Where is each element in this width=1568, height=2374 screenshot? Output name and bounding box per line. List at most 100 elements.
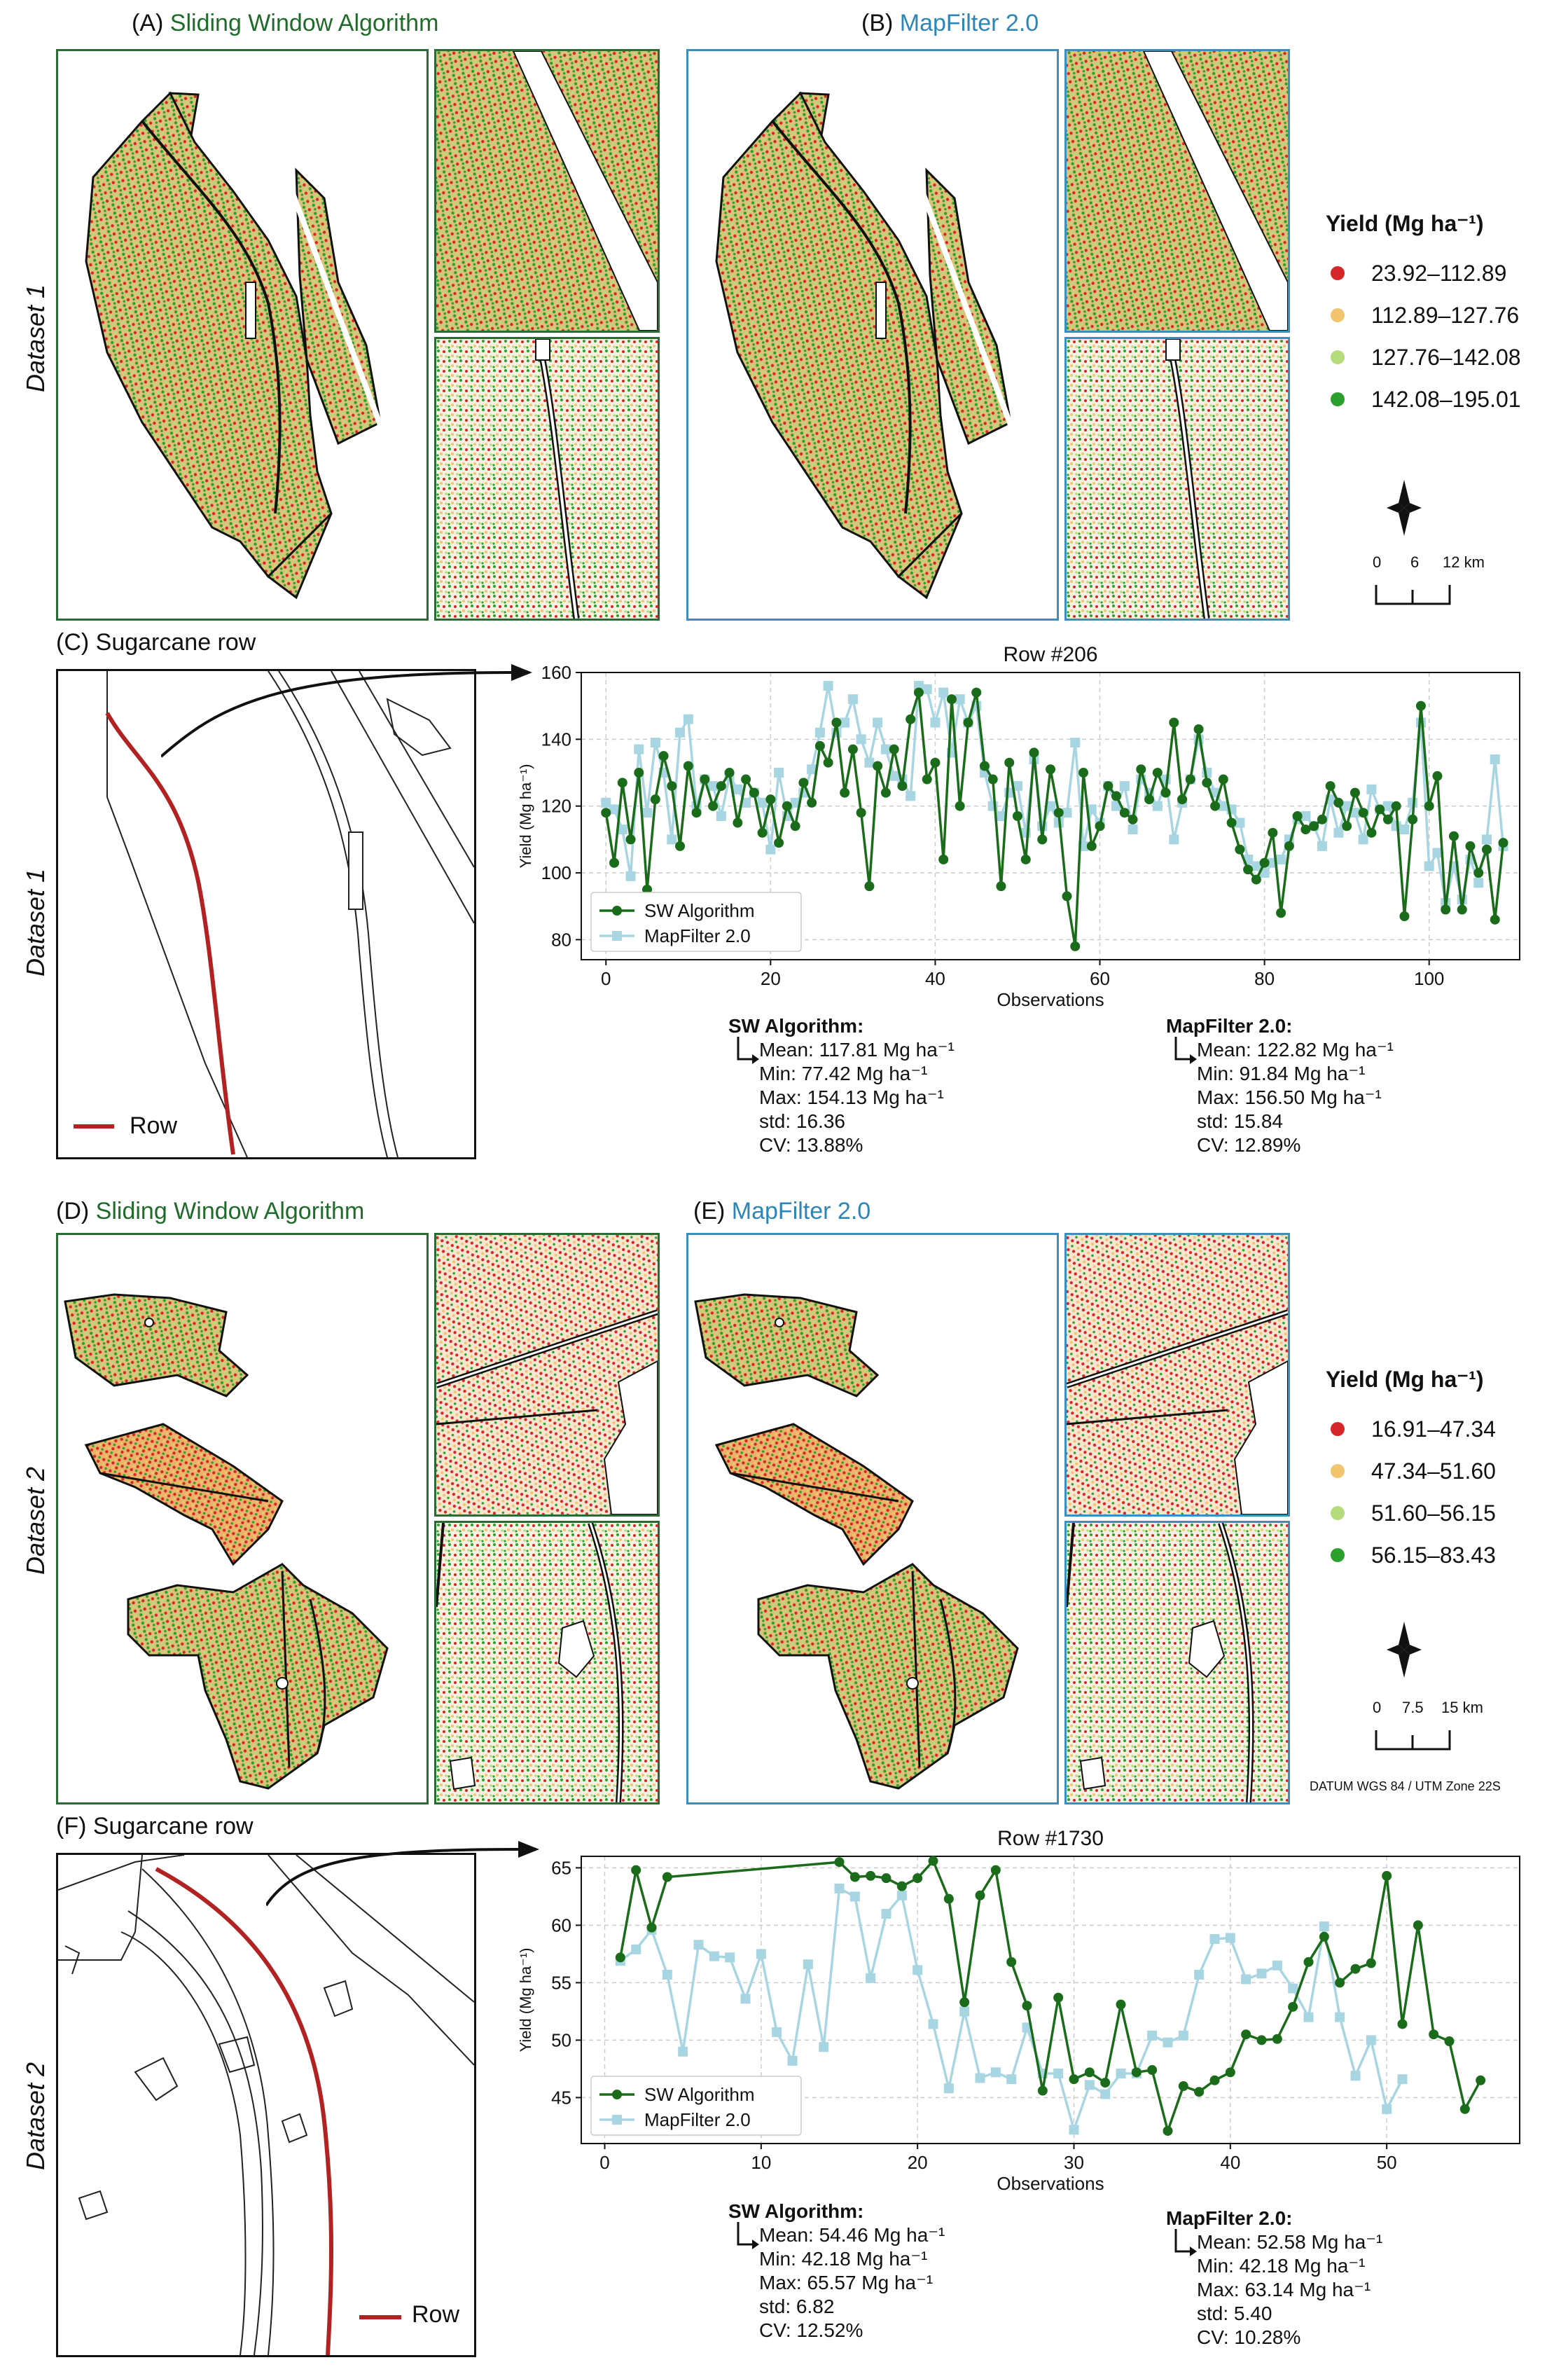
data-point-sw	[749, 787, 759, 798]
data-point-sw	[631, 1865, 641, 1875]
data-point-mapfilter	[634, 744, 644, 754]
panel-c-row-drawing	[74, 670, 475, 1158]
panel-c-connector-arrow	[161, 664, 532, 758]
data-point-sw	[1078, 768, 1089, 778]
data-point-mapfilter	[1100, 2089, 1111, 2099]
data-point-sw	[1163, 2125, 1173, 2136]
dataset2-side-label-bottom: Dataset 2	[21, 2062, 50, 2171]
data-point-sw	[601, 808, 611, 818]
panel-e-field-map	[694, 1293, 1019, 1790]
data-point-sw	[1300, 824, 1311, 835]
data-point-sw	[646, 1922, 657, 1933]
data-point-sw	[943, 1893, 954, 1904]
data-point-sw	[1366, 1958, 1376, 1968]
north-arrow-icon-2	[1387, 1622, 1422, 1678]
data-point-sw	[1309, 821, 1319, 831]
data-point-sw	[700, 774, 710, 785]
panel-f-row-map	[56, 1853, 476, 2357]
panel-b-title: (B) MapFilter 2.0	[861, 10, 1039, 37]
data-point-sw	[1193, 724, 1204, 735]
x-tick-label: 10	[751, 2152, 771, 2173]
data-point-sw	[807, 797, 817, 808]
legend1-dot-4	[1331, 392, 1345, 406]
data-point-mapfilter	[678, 2046, 688, 2057]
x-tick-label: 40	[1220, 2152, 1240, 2173]
data-point-sw	[1144, 794, 1155, 805]
stats2-sw-min: Min: 42.18 Mg ha⁻¹	[759, 2248, 928, 2270]
y-tick-label: 160	[541, 662, 571, 683]
data-point-sw	[959, 1997, 970, 2008]
legend-marker	[612, 931, 622, 941]
data-point-mapfilter	[880, 744, 891, 754]
data-point-sw	[1178, 2081, 1188, 2091]
data-point-sw	[1272, 2034, 1282, 2044]
data-point-sw	[1288, 2001, 1298, 2012]
legend2-dot-1	[1331, 1422, 1345, 1436]
legend-label: MapFilter 2.0	[644, 925, 751, 946]
chart-title: Row #1730	[997, 1827, 1104, 1850]
dataset1-side-label-top: Dataset 1	[21, 284, 50, 393]
series-line-sw	[604, 692, 1505, 947]
x-tick-label: 20	[908, 2152, 928, 2173]
data-point-mapfilter	[765, 844, 776, 855]
stats1-sw-cv: CV: 13.88%	[759, 1134, 863, 1156]
data-point-sw	[930, 757, 941, 768]
dataset2-side-label-top: Dataset 2	[21, 1466, 50, 1575]
legend2-title: Yield (Mg ha⁻¹)	[1326, 1367, 1484, 1392]
data-point-sw	[1490, 914, 1500, 925]
data-point-sw	[1303, 1957, 1314, 1967]
data-point-mapfilter	[642, 808, 653, 818]
panel-b-zoom-top-map	[1067, 50, 1289, 331]
data-point-mapfilter	[1350, 2071, 1361, 2081]
data-point-sw	[990, 1865, 1001, 1875]
panel-d-zoom-bottom-map	[435, 1521, 658, 1803]
data-point-mapfilter	[741, 797, 751, 808]
legend2-dot-4	[1331, 1548, 1345, 1562]
data-point-mapfilter	[1163, 2037, 1173, 2048]
data-point-sw	[1100, 2078, 1111, 2088]
data-point-sw	[1084, 2067, 1095, 2078]
data-point-mapfilter	[1251, 861, 1261, 871]
legend2-dot-3	[1331, 1506, 1345, 1520]
panel-d-title: (D) Sliding Window Algorithm	[56, 1198, 364, 1225]
data-point-sw	[1317, 814, 1327, 824]
data-point-mapfilter	[1235, 817, 1245, 828]
panel-f-title: (F) Sugarcane row	[56, 1813, 254, 1840]
data-point-mapfilter	[990, 2067, 1001, 2078]
y-tick-label: 65	[551, 1857, 571, 1878]
legend-label: SW Algorithm	[644, 900, 755, 921]
x-tick-label: 0	[599, 2152, 609, 2173]
data-point-sw	[1226, 817, 1237, 828]
data-point-sw	[1498, 838, 1508, 848]
data-point-mapfilter	[1342, 801, 1352, 811]
data-point-mapfilter	[1194, 1969, 1205, 1980]
stats1-sw-title: SW Algorithm:	[728, 1015, 864, 1037]
data-point-sw	[922, 774, 932, 785]
y-tick-label: 140	[541, 729, 571, 750]
legend1-item-2: 112.89–127.76	[1371, 303, 1520, 328]
data-point-sw	[765, 794, 776, 805]
data-point-sw	[650, 794, 660, 805]
data-point-sw	[1241, 2029, 1251, 2040]
data-point-mapfilter	[1303, 2012, 1314, 2022]
data-point-sw	[1399, 911, 1410, 922]
legend1-dot-1	[1331, 266, 1345, 280]
x-tick-label: 60	[1090, 968, 1110, 989]
data-point-mapfilter	[631, 1944, 641, 1954]
data-point-sw	[1022, 2001, 1032, 2011]
data-point-sw	[1342, 821, 1352, 831]
legend-label: MapFilter 2.0	[644, 2109, 751, 2130]
stats2-sw-max: Max: 65.57 Mg ha⁻¹	[759, 2272, 934, 2293]
stats1-mf-cv: CV: 12.89%	[1197, 1134, 1301, 1156]
data-point-mapfilter	[1317, 841, 1327, 851]
stats2-mf-cv: CV: 10.28%	[1197, 2326, 1301, 2348]
data-point-mapfilter	[1178, 2030, 1188, 2041]
data-point-sw	[617, 778, 627, 788]
legend2-item-1: 16.91–47.34	[1371, 1416, 1496, 1442]
data-point-sw	[1209, 2075, 1220, 2085]
data-point-mapfilter	[881, 1909, 891, 1919]
data-point-sw	[1325, 781, 1335, 792]
stats1-mf-title: MapFilter 2.0:	[1166, 1015, 1293, 1037]
data-point-mapfilter	[803, 1959, 813, 1970]
data-point-mapfilter	[1397, 2074, 1408, 2085]
